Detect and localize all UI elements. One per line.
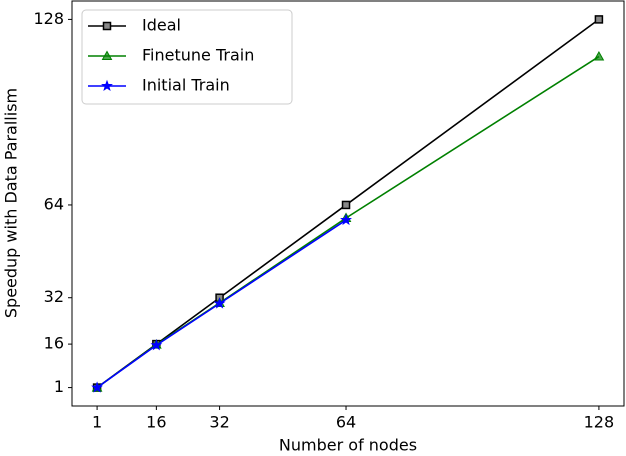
legend-marker [101,50,113,60]
legend-box [81,9,293,105]
legend-marker [102,21,112,31]
y-tick-label: 64 [44,194,64,213]
legend-label: Initial Train [142,76,230,95]
x-tick-label: 32 [209,413,229,432]
x-tick-label: 64 [336,413,356,432]
marker [150,339,163,351]
marker [341,200,351,210]
legend-label: Finetune Train [142,46,254,65]
x-tick-label: 1 [92,413,102,432]
marker [340,213,352,226]
legend: Ideal Finetune Train Initial Train [81,9,293,105]
marker [213,297,226,309]
y-tick-label: 128 [33,9,64,28]
marker [91,381,104,393]
x-axis-label: Number of nodes [279,436,417,455]
marker [594,15,604,24]
legend-marker [101,79,113,92]
plot-frame [71,0,625,407]
marker [593,50,605,61]
y-tick-label: 32 [44,287,64,306]
x-tick-label: 16 [146,413,166,432]
x-tick-label: 128 [584,413,615,432]
series-line [96,219,347,389]
y-tick-label: 16 [44,334,64,353]
legend-label: Ideal [142,16,181,35]
y-axis-label: Speedup with Data Parallism [2,88,21,318]
y-tick-label: 1 [54,377,64,396]
